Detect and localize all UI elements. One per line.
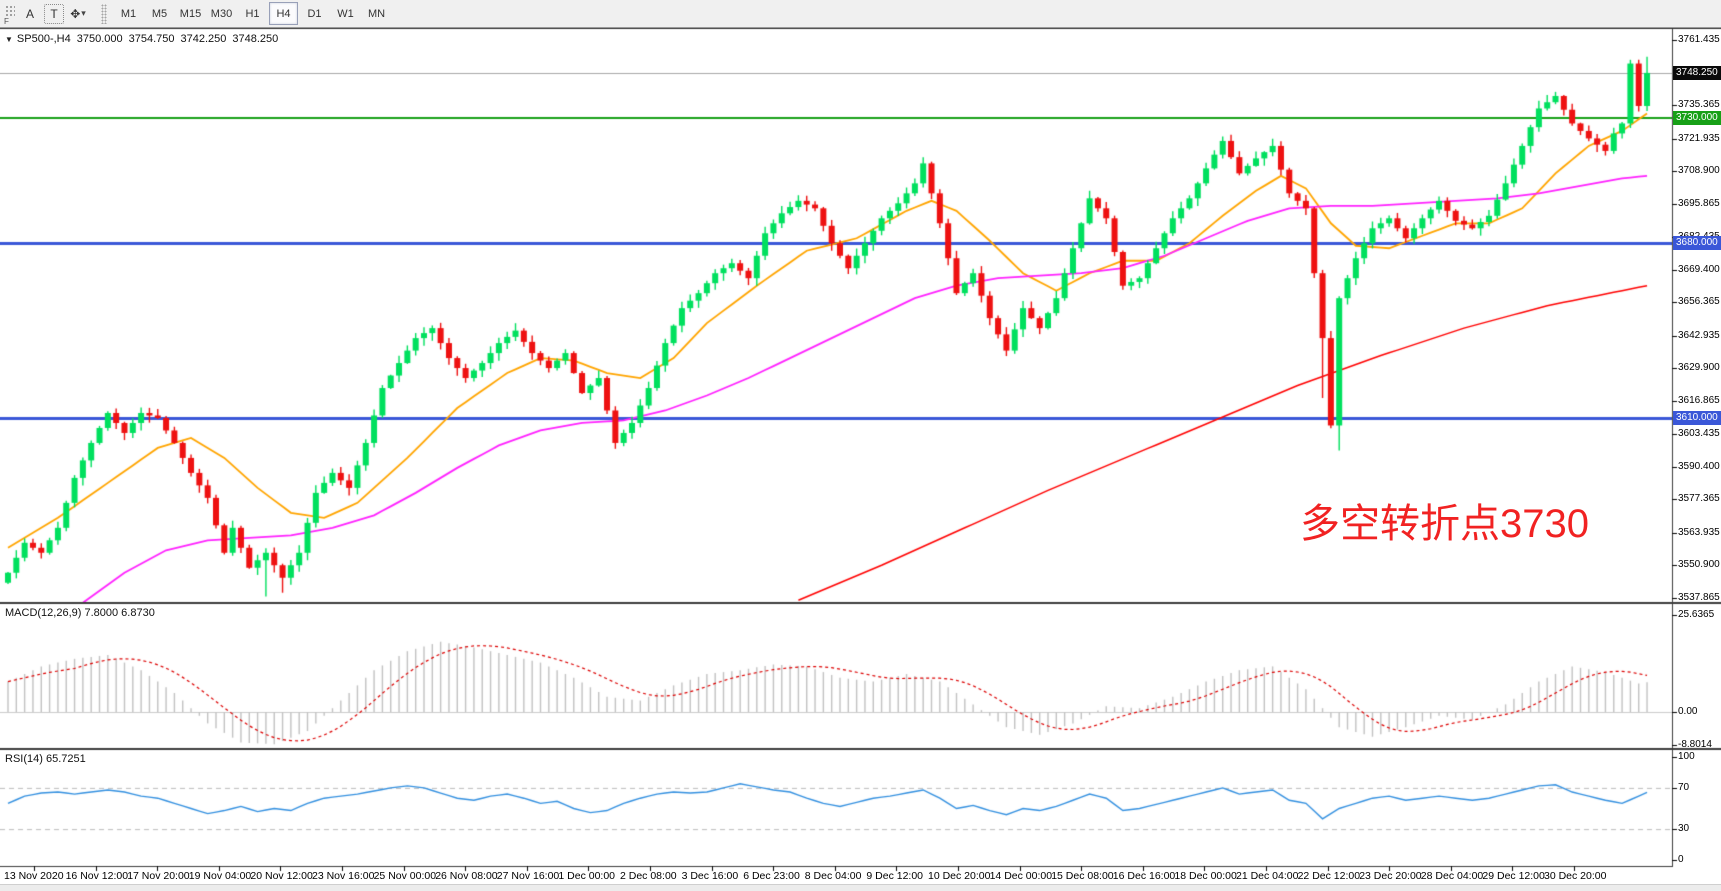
price-level-badge: 3730.000 xyxy=(1673,111,1721,126)
timeframe-button-group: M1 M5 M15 M30 H1 H4 D1 W1 MN xyxy=(113,2,392,25)
time-axis-label: 16 Nov 12:00 xyxy=(65,870,129,882)
rsi-axis-tick: 100 xyxy=(1678,751,1695,762)
timeframe-button-m5[interactable]: M5 xyxy=(151,7,168,20)
price-axis-tick: 3656.365 xyxy=(1678,296,1720,308)
time-axis-label: 22 Dec 12:00 xyxy=(1297,870,1361,882)
rsi-axis-tick: 30 xyxy=(1678,823,1690,835)
time-axis-label: 18 Dec 00:00 xyxy=(1174,870,1237,882)
time-axis-label: 13 Nov 2020 xyxy=(4,870,64,882)
chevron-down-icon: ▾ xyxy=(81,8,86,18)
time-axis-label: 26 Nov 08:00 xyxy=(435,870,498,882)
arrows-icon: ✥ xyxy=(70,6,81,21)
timeframe-button-m15[interactable]: M15 xyxy=(179,7,202,20)
price-axis-tick: 3603.435 xyxy=(1678,428,1720,440)
toolbar-separator-grip xyxy=(101,3,107,24)
timeframe-button-m1[interactable]: M1 xyxy=(120,7,137,20)
time-axis-label: 28 Dec 04:00 xyxy=(1420,870,1484,882)
font-tool-button[interactable]: A xyxy=(25,6,34,21)
text-tool-button[interactable]: T xyxy=(44,3,64,24)
time-axis-label: 2 Dec 08:00 xyxy=(620,870,677,882)
price-level-badge: 3680.000 xyxy=(1673,236,1721,251)
toolbar-grip-icon[interactable]: F xyxy=(3,4,17,26)
toolbar: F A T ✥ ▾ M1 M5 M15 M30 H1 H4 D1 W1 MN xyxy=(0,0,1721,28)
price-axis-tick: 3669.400 xyxy=(1678,263,1720,275)
time-axis-label: 16 Dec 16:00 xyxy=(1112,870,1176,882)
close-value: 3748.250 xyxy=(232,33,279,45)
timeframe-button-m30[interactable]: M30 xyxy=(210,7,233,20)
grip-dots-icon xyxy=(5,4,15,17)
price-axis-tick: 3577.365 xyxy=(1678,493,1720,505)
price-axis-tick: 3537.865 xyxy=(1678,592,1720,604)
price-level-badge: 3610.000 xyxy=(1673,410,1721,425)
rsi-axis-tick: 0 xyxy=(1678,854,1684,865)
status-strip xyxy=(0,884,1721,891)
time-axis-label: 3 Dec 16:00 xyxy=(681,870,739,882)
price-axis-tick: 3616.865 xyxy=(1678,394,1720,406)
price-axis-tick: 3761.435 xyxy=(1678,34,1720,45)
macd-axis-tick: 25.6365 xyxy=(1678,608,1715,620)
price-axis-tick: 3695.865 xyxy=(1678,197,1720,209)
macd-axis-tick: -8.8014 xyxy=(1678,739,1712,751)
price-chart-canvas[interactable] xyxy=(0,28,1721,884)
price-level-badge: 3748.250 xyxy=(1673,65,1721,80)
timeframe-button-w1[interactable]: W1 xyxy=(337,7,354,20)
chart-text-annotation[interactable]: 多空转折点3730 xyxy=(1300,502,1589,546)
timeframe-button-h4[interactable]: H4 xyxy=(269,2,298,25)
price-axis-tick: 3642.935 xyxy=(1678,329,1720,341)
arrows-tool-button[interactable]: ✥ ▾ xyxy=(66,2,90,26)
price-axis-tick: 3721.935 xyxy=(1678,132,1720,144)
grip-letter: F xyxy=(4,16,9,26)
time-axis-label: 20 Nov 12:00 xyxy=(250,870,313,882)
low-value: 3742.250 xyxy=(180,33,227,45)
time-axis-label: 15 Dec 08:00 xyxy=(1051,870,1114,882)
symbol-period-label: SP500-,H4 xyxy=(16,33,71,45)
timeframe-button-d1[interactable]: D1 xyxy=(307,7,322,20)
high-value: 3754.750 xyxy=(128,33,175,45)
time-axis-label: 25 Nov 00:00 xyxy=(373,870,437,882)
price-axis-tick: 3708.900 xyxy=(1678,165,1720,177)
macd-axis-tick: 0.00 xyxy=(1678,706,1698,717)
time-axis-label: 6 Dec 23:00 xyxy=(743,870,800,882)
timeframe-button-h1[interactable]: H1 xyxy=(245,7,260,20)
rsi-indicator-label: RSI(14) 65.7251 xyxy=(5,753,86,765)
time-axis-label: 10 Dec 20:00 xyxy=(928,870,991,882)
time-axis-label: 27 Nov 16:00 xyxy=(496,870,560,882)
chart-title: ▼ SP500-,H4 3750.000 3754.750 3742.250 3748.2… xyxy=(5,33,284,45)
price-axis-tick: 3629.900 xyxy=(1678,362,1720,374)
time-axis-label: 8 Dec 04:00 xyxy=(804,870,862,882)
time-axis-label: 23 Nov 16:00 xyxy=(312,870,375,882)
timeframe-button-mn[interactable]: MN xyxy=(367,7,386,20)
rsi-axis-tick: 70 xyxy=(1678,781,1690,793)
time-axis-label: 30 Dec 20:00 xyxy=(1544,870,1607,882)
time-axis-label: 23 Dec 20:00 xyxy=(1359,870,1422,882)
time-axis-label: 14 Dec 00:00 xyxy=(989,870,1053,882)
price-axis-tick: 3590.400 xyxy=(1678,460,1720,472)
quick-nav-triangle-icon[interactable]: ▼ xyxy=(5,35,13,44)
macd-indicator-label: MACD(12,26,9) 7.8000 6.8730 xyxy=(5,607,155,619)
price-axis-tick: 3563.935 xyxy=(1678,526,1720,538)
time-axis-label: 19 Nov 04:00 xyxy=(188,870,252,882)
time-axis-label: 17 Nov 20:00 xyxy=(127,870,190,882)
time-axis-label: 21 Dec 04:00 xyxy=(1236,870,1299,882)
time-axis-label: 9 Dec 12:00 xyxy=(866,870,924,882)
time-axis-label: 1 Dec 00:00 xyxy=(558,870,616,882)
price-axis-tick: 3550.900 xyxy=(1678,559,1720,571)
price-axis-tick: 3735.365 xyxy=(1678,99,1720,111)
chart-window: ▼ SP500-,H4 3750.000 3754.750 3742.250 3748.2… xyxy=(0,28,1721,884)
open-value: 3750.000 xyxy=(76,33,123,45)
time-axis-label: 29 Dec 12:00 xyxy=(1482,870,1545,882)
